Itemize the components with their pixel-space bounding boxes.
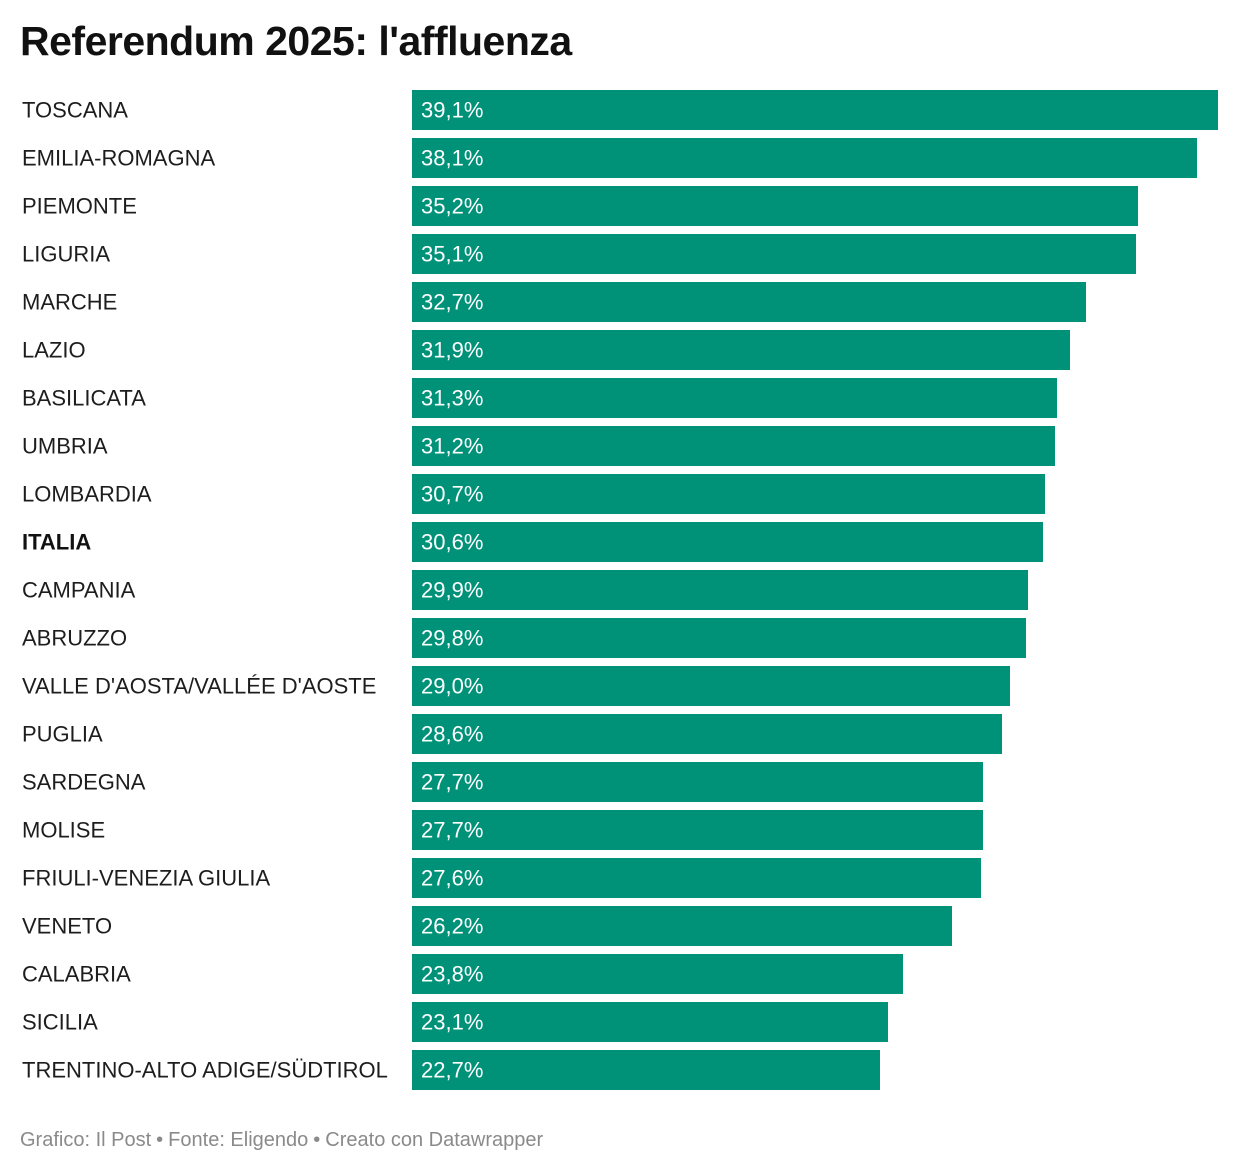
bar-row-toscana: TOSCANA 39,1% bbox=[22, 90, 1218, 130]
bar-value-label: 35,2% bbox=[421, 194, 483, 219]
bar bbox=[412, 954, 903, 994]
bar-row-italia: ITALIA 30,6% bbox=[22, 522, 1043, 562]
bar-chart: TOSCANA 39,1% EMILIA-ROMAGNA 38,1% PIEMONTE 3… bbox=[22, 90, 1218, 1090]
bar-value-label: 29,9% bbox=[421, 578, 483, 603]
bar bbox=[412, 810, 983, 850]
bar-value-label: 30,7% bbox=[421, 482, 483, 507]
category-label: MOLISE bbox=[22, 818, 105, 843]
bar-row-valle-d-aosta-vall-e-d-aoste: VALLE D'AOSTA/VALLÉE D'AOSTE 29,0% bbox=[22, 666, 1010, 706]
bar-row-sicilia: SICILIA 23,1% bbox=[22, 1002, 888, 1042]
bar-row-friuli-venezia-giulia: FRIULI-VENEZIA GIULIA 27,6% bbox=[22, 858, 981, 898]
bar-row-veneto: VENETO 26,2% bbox=[22, 906, 952, 946]
bar bbox=[412, 570, 1028, 610]
bar bbox=[412, 474, 1045, 514]
footer-separator: • bbox=[313, 1129, 321, 1151]
bar-row-sardegna: SARDEGNA 27,7% bbox=[22, 762, 983, 802]
chart-title: Referendum 2025: l'affluenza bbox=[20, 18, 572, 64]
bar-value-label: 31,3% bbox=[421, 386, 483, 411]
bar bbox=[412, 234, 1136, 274]
bar bbox=[412, 90, 1218, 130]
chart-footer: Grafico: Il Post • Fonte: Eligendo • Creato … bbox=[20, 1129, 543, 1152]
bar-value-label: 35,1% bbox=[421, 242, 483, 267]
bar bbox=[412, 330, 1070, 370]
category-label: LAZIO bbox=[22, 338, 86, 363]
bar-row-liguria: LIGURIA 35,1% bbox=[22, 234, 1136, 274]
bar bbox=[412, 138, 1197, 178]
bar bbox=[412, 666, 1010, 706]
bar-value-label: 28,6% bbox=[421, 722, 483, 747]
bar-row-puglia: PUGLIA 28,6% bbox=[22, 714, 1002, 754]
bar bbox=[412, 186, 1138, 226]
bar-value-label: 38,1% bbox=[421, 146, 483, 171]
category-label: FRIULI-VENEZIA GIULIA bbox=[22, 866, 270, 891]
bar-value-label: 31,2% bbox=[421, 434, 483, 459]
bar-row-trentino-alto-adige-s-dtirol: TRENTINO-ALTO ADIGE/SÜDTIROL 22,7% bbox=[22, 1050, 880, 1090]
category-label: UMBRIA bbox=[22, 434, 108, 459]
bar bbox=[412, 378, 1057, 418]
bar-value-label: 26,2% bbox=[421, 914, 483, 939]
category-label: LOMBARDIA bbox=[22, 482, 152, 507]
bar bbox=[412, 1050, 880, 1090]
category-label: VALLE D'AOSTA/VALLÉE D'AOSTE bbox=[22, 674, 376, 699]
bar bbox=[412, 858, 981, 898]
bar-value-label: 29,0% bbox=[421, 674, 483, 699]
bar-row-emilia-romagna: EMILIA-ROMAGNA 38,1% bbox=[22, 138, 1197, 178]
footer-separator: • bbox=[156, 1129, 164, 1151]
footer-source: Fonte: Eligendo bbox=[168, 1129, 309, 1151]
bar bbox=[412, 1002, 888, 1042]
bar-row-abruzzo: ABRUZZO 29,8% bbox=[22, 618, 1026, 658]
bar bbox=[412, 714, 1002, 754]
bar-row-molise: MOLISE 27,7% bbox=[22, 810, 983, 850]
bar-row-marche: MARCHE 32,7% bbox=[22, 282, 1086, 322]
bar bbox=[412, 906, 952, 946]
footer-credit: Grafico: Il Post bbox=[20, 1129, 152, 1151]
bar bbox=[412, 282, 1086, 322]
bar-row-piemonte: PIEMONTE 35,2% bbox=[22, 186, 1138, 226]
bar-row-umbria: UMBRIA 31,2% bbox=[22, 426, 1055, 466]
bar-value-label: 23,1% bbox=[421, 1010, 483, 1035]
bar-row-campania: CAMPANIA 29,9% bbox=[22, 570, 1028, 610]
bar-value-label: 32,7% bbox=[421, 290, 483, 315]
category-label: CAMPANIA bbox=[22, 578, 136, 603]
category-label: ABRUZZO bbox=[22, 626, 127, 651]
bar-row-lazio: LAZIO 31,9% bbox=[22, 330, 1070, 370]
bar-value-label: 39,1% bbox=[421, 98, 483, 123]
category-label: CALABRIA bbox=[22, 962, 131, 987]
category-label: PUGLIA bbox=[22, 722, 103, 747]
category-label: LIGURIA bbox=[22, 242, 110, 267]
category-label: SICILIA bbox=[22, 1010, 98, 1035]
bar bbox=[412, 618, 1026, 658]
bar-row-basilicata: BASILICATA 31,3% bbox=[22, 378, 1057, 418]
bar-value-label: 27,7% bbox=[421, 770, 483, 795]
bar-row-calabria: CALABRIA 23,8% bbox=[22, 954, 903, 994]
category-label: VENETO bbox=[22, 914, 112, 939]
category-label: BASILICATA bbox=[22, 386, 146, 411]
bar-row-lombardia: LOMBARDIA 30,7% bbox=[22, 474, 1045, 514]
bar bbox=[412, 762, 983, 802]
bar-value-label: 29,8% bbox=[421, 626, 483, 651]
footer-tool: Creato con Datawrapper bbox=[325, 1129, 544, 1151]
category-label: SARDEGNA bbox=[22, 770, 146, 795]
bar-value-label: 22,7% bbox=[421, 1058, 483, 1083]
category-label: TOSCANA bbox=[22, 98, 128, 123]
bar-value-label: 23,8% bbox=[421, 962, 483, 987]
bar bbox=[412, 426, 1055, 466]
category-label: MARCHE bbox=[22, 290, 117, 315]
bar-value-label: 31,9% bbox=[421, 338, 483, 363]
bar-value-label: 30,6% bbox=[421, 530, 483, 555]
bar-value-label: 27,7% bbox=[421, 818, 483, 843]
bar bbox=[412, 522, 1043, 562]
category-label: ITALIA bbox=[22, 530, 91, 555]
category-label: PIEMONTE bbox=[22, 194, 137, 219]
category-label: EMILIA-ROMAGNA bbox=[22, 146, 215, 171]
category-label: TRENTINO-ALTO ADIGE/SÜDTIROL bbox=[22, 1058, 388, 1083]
bar-value-label: 27,6% bbox=[421, 866, 483, 891]
